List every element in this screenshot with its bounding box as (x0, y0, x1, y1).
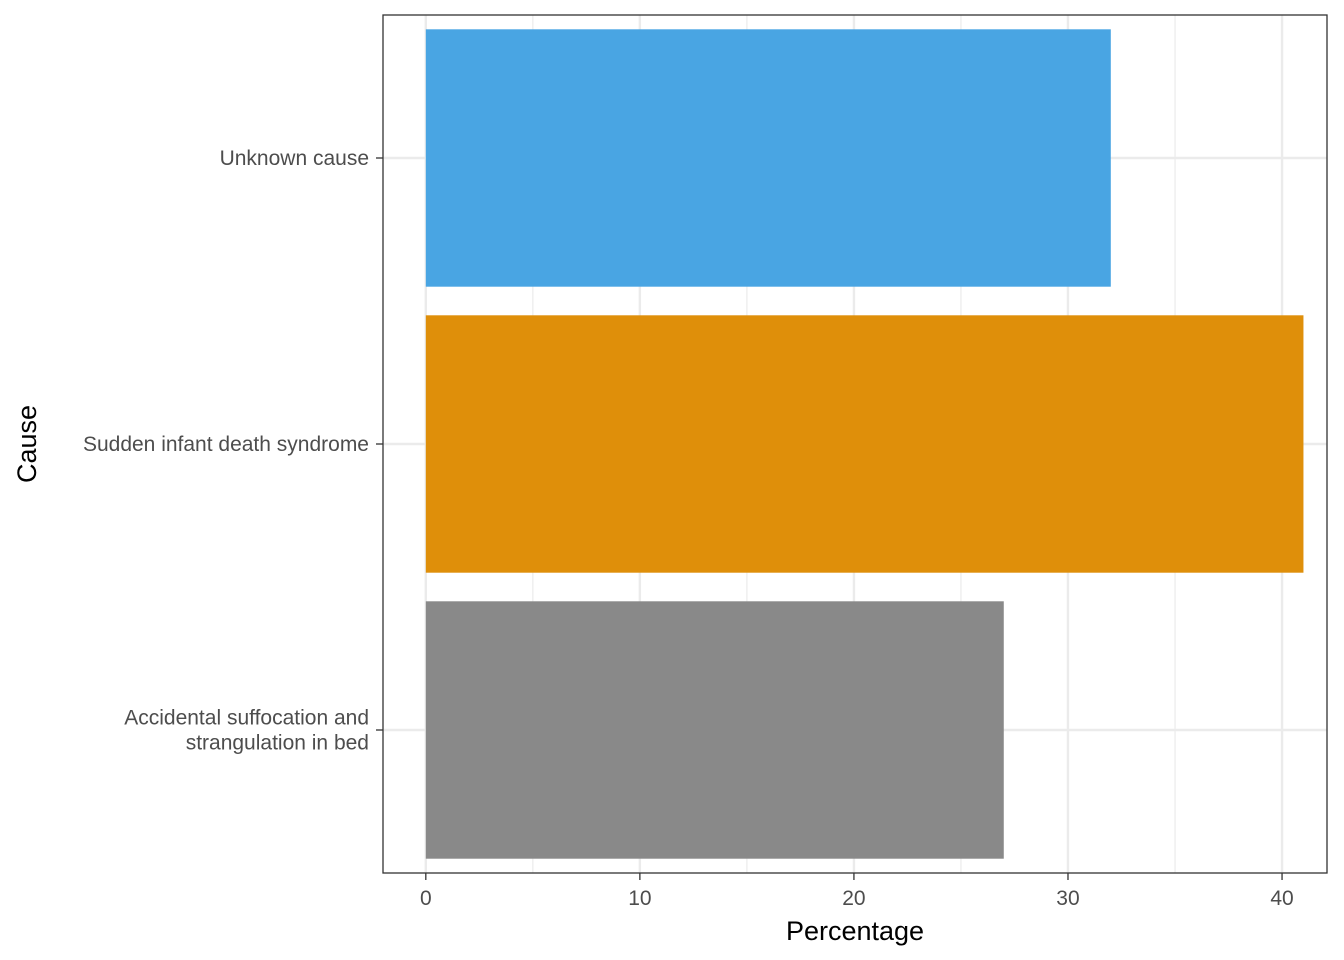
y-axis: Accidental suffocation and strangulation … (83, 147, 383, 755)
x-tick-label: 0 (420, 887, 432, 910)
x-tick-label: 30 (1056, 887, 1079, 910)
bars (425, 29, 1304, 859)
x-tick-label: 10 (628, 887, 651, 910)
y-tick-label: Accidental suffocation and strangulation … (124, 707, 369, 755)
x-axis: 0 10 20 30 40 (420, 873, 1294, 910)
bar (425, 29, 1111, 287)
y-tick-label: Sudden infant death syndrome (83, 433, 369, 456)
x-axis-title: Percentage (786, 916, 924, 946)
x-tick-label: 20 (842, 887, 865, 910)
bar (425, 315, 1304, 573)
y-tick-label-line: Unknown cause (220, 147, 369, 170)
y-axis-title: Cause (12, 405, 42, 483)
y-tick-label-line: strangulation in bed (186, 732, 369, 755)
y-tick-label: Unknown cause (220, 147, 369, 170)
x-tick-label: 40 (1270, 887, 1293, 910)
y-tick-label-line: Sudden infant death syndrome (83, 433, 369, 456)
y-tick-label-line: Accidental suffocation and (124, 707, 369, 730)
bar (425, 601, 1004, 859)
